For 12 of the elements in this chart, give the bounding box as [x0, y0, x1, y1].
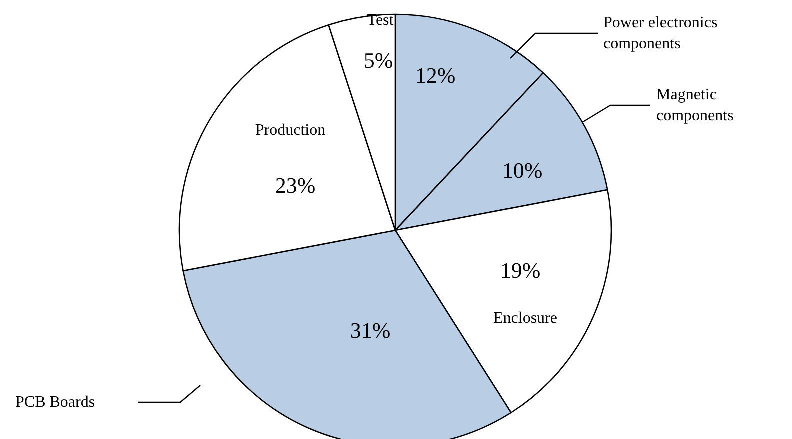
slice-label: Production [255, 122, 326, 139]
data-label: 10% [502, 158, 543, 183]
slice-label: PCB Boards [16, 394, 96, 411]
data-label: 31% [350, 318, 391, 343]
data-label: 5% [364, 48, 394, 73]
data-label: 12% [415, 63, 456, 88]
slice-label: Enclosure [494, 310, 558, 327]
slice-label: Magnetic components [656, 86, 734, 125]
data-label: 19% [500, 258, 541, 283]
data-label: 23% [275, 173, 316, 198]
slice-label: Test [367, 12, 394, 29]
slice-label: Power electronics components [604, 14, 718, 53]
